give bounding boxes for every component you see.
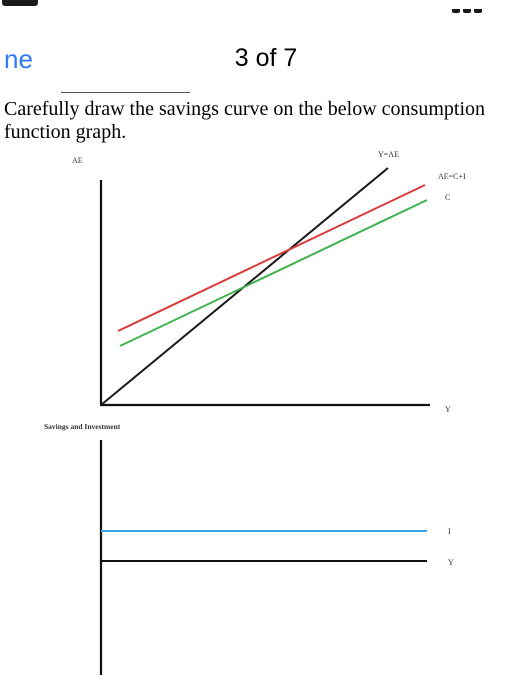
page-counter: 3 of 7: [234, 44, 298, 72]
status-bar-time-fragment: [2, 0, 38, 6]
consumption-y-axis-label: AE: [72, 156, 83, 165]
line-consumption: [119, 199, 428, 347]
header-divider: [61, 92, 190, 93]
status-bar-signal-fragment: [452, 0, 490, 13]
label-y-equals-ae: Y=AE: [378, 150, 399, 159]
label-ae-c-plus-i: AE=C+I: [438, 172, 466, 181]
line-ae-c-plus-i: [117, 184, 426, 332]
savings-y-axis-label: Savings and Investment: [44, 422, 121, 431]
nav-back-label[interactable]: ne: [4, 44, 33, 74]
savings-x-axis-label: Y: [448, 558, 454, 567]
label-investment: I: [448, 527, 451, 536]
consumption-x-axis-label: Y: [445, 405, 451, 414]
label-consumption: C: [445, 193, 450, 202]
savings-graph: Savings and Investment I Y: [44, 422, 454, 675]
consumption-graph: AE Y Y=AE AE=C+I C: [72, 150, 466, 414]
question-text: Carefully draw the savings curve on the …: [4, 98, 485, 143]
